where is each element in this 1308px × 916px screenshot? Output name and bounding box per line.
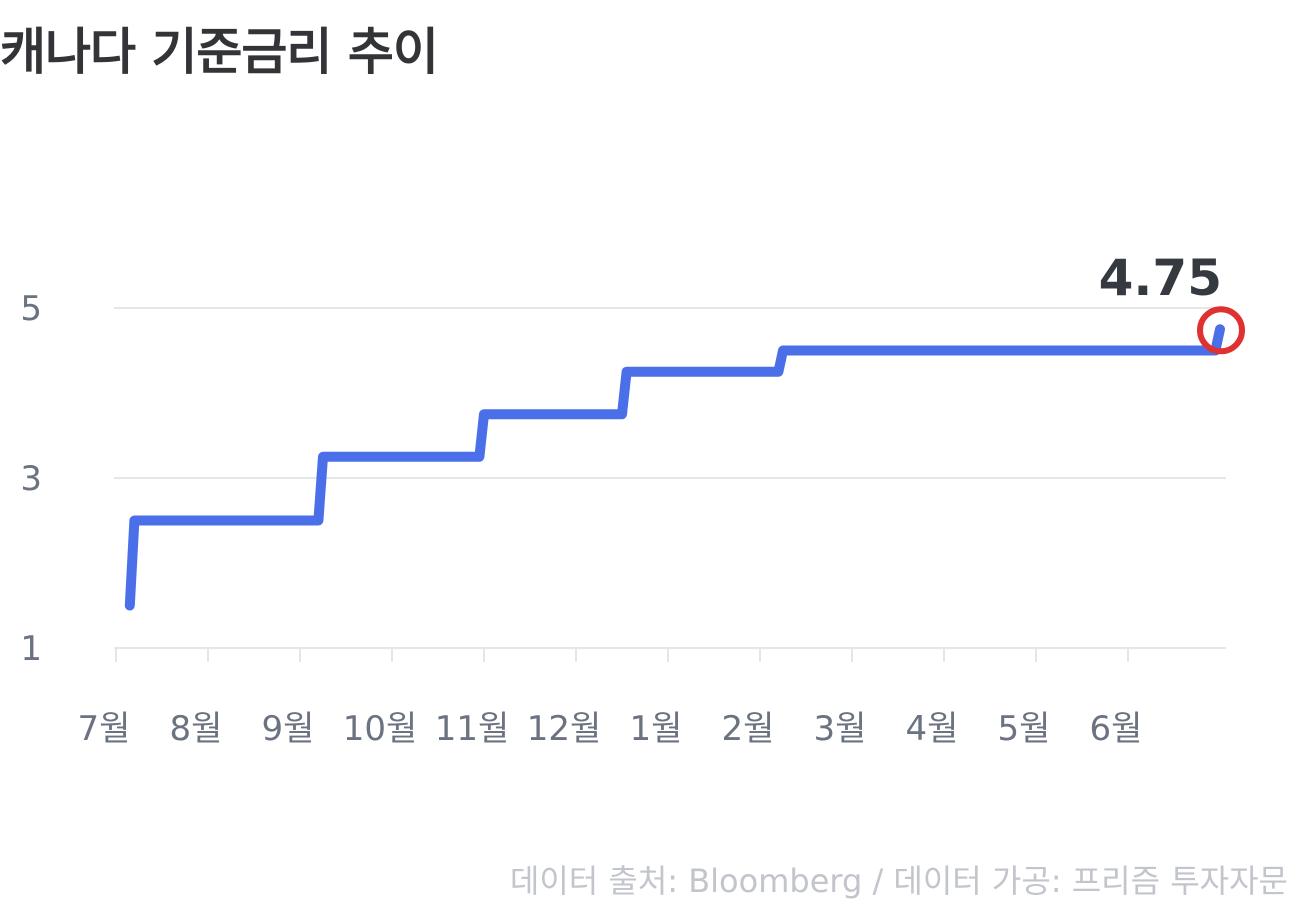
- x-tick-label: 10월: [343, 709, 418, 749]
- x-tick-label: 6월: [1090, 709, 1143, 749]
- y-tick-label: 1: [20, 629, 42, 669]
- data-source-note: 데이터 출처: Bloomberg / 데이터 가공: 프리즘 투자자문: [509, 862, 1288, 900]
- highlight-value-label: 4.75: [1099, 249, 1222, 307]
- y-tick-label: 3: [20, 459, 42, 499]
- y-tick-label: 5: [20, 289, 42, 329]
- x-axis: [115, 648, 1129, 662]
- x-tick-label: 2월: [722, 709, 775, 749]
- x-tick-label: 9월: [262, 709, 315, 749]
- x-tick-label: 1월: [630, 709, 683, 749]
- x-tick-labels: 7월 8월 9월 10월 11월 12월 1월 2월 3월 4월 5월 6월: [78, 709, 1143, 749]
- y-tick-labels: 1 3 5: [20, 289, 42, 669]
- x-tick-label: 5월: [998, 709, 1051, 749]
- x-tick-label: 7월: [78, 709, 131, 749]
- x-tick-label: 12월: [527, 709, 602, 749]
- series-line: [124, 324, 1225, 611]
- x-tick-label: 11월: [435, 709, 510, 749]
- highlight-marker: [1197, 306, 1245, 355]
- x-tick-label: 3월: [814, 709, 867, 749]
- chart-title: 캐나다 기준금리 추이: [0, 23, 439, 81]
- x-tick-label: 4월: [906, 709, 959, 749]
- grid-lines: [114, 307, 1226, 649]
- x-tick-label: 8월: [170, 709, 223, 749]
